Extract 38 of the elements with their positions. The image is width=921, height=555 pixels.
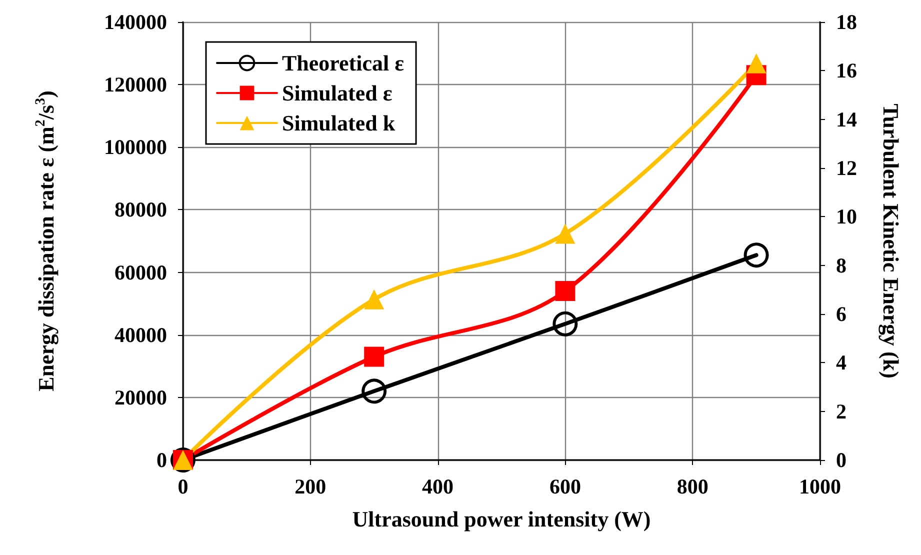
y2-tick-label: 8 [836, 253, 846, 278]
x-tick-label: 0 [178, 474, 188, 498]
y2-tick-label: 2 [836, 399, 846, 424]
y-axis-title: Energy dissipation rate ε (m2/s3) [34, 90, 58, 392]
point [555, 224, 576, 244]
x-tick-label: 200 [294, 474, 326, 498]
y-tick-label: 20000 [114, 385, 167, 410]
point [555, 281, 576, 302]
y-tick-label: 60000 [114, 260, 167, 284]
y2-tick-label: 4 [836, 350, 847, 375]
point [746, 53, 766, 74]
y2-tick-label: 10 [836, 204, 857, 229]
y-tick-label: 0 [156, 448, 167, 472]
x-axis-title: Ultrasound power intensity (W) [352, 506, 651, 532]
y2-tick-label: 16 [836, 58, 857, 83]
y-tick-label: 100000 [104, 135, 167, 160]
x-tick-label: 400 [422, 474, 454, 498]
point [364, 289, 384, 310]
point [744, 242, 769, 268]
y2-tick-label: 14 [836, 107, 858, 132]
legend-label: Theoretical ε [282, 50, 404, 76]
y2-axis-title: Turbulent Kinetic Energy (k) [878, 104, 904, 378]
y-tick-label: 80000 [114, 198, 167, 222]
point [364, 346, 384, 367]
y-tick-label: 140000 [104, 10, 167, 34]
legend-label: Simulated ε [282, 80, 392, 106]
y2-tick-label: 18 [836, 10, 857, 34]
point [362, 378, 387, 404]
y-tick-label: 40000 [114, 322, 167, 347]
x-tick-label: 1000 [799, 474, 841, 498]
legend-label: Simulated k [282, 110, 396, 136]
y2-tick-label: 6 [836, 302, 846, 326]
y2-tick-label: 12 [836, 156, 857, 180]
y2-tick-label: 0 [836, 448, 846, 472]
y-tick-label: 120000 [104, 72, 167, 97]
point [552, 311, 578, 336]
x-tick-label: 600 [549, 474, 581, 498]
x-tick-label: 800 [676, 474, 708, 498]
